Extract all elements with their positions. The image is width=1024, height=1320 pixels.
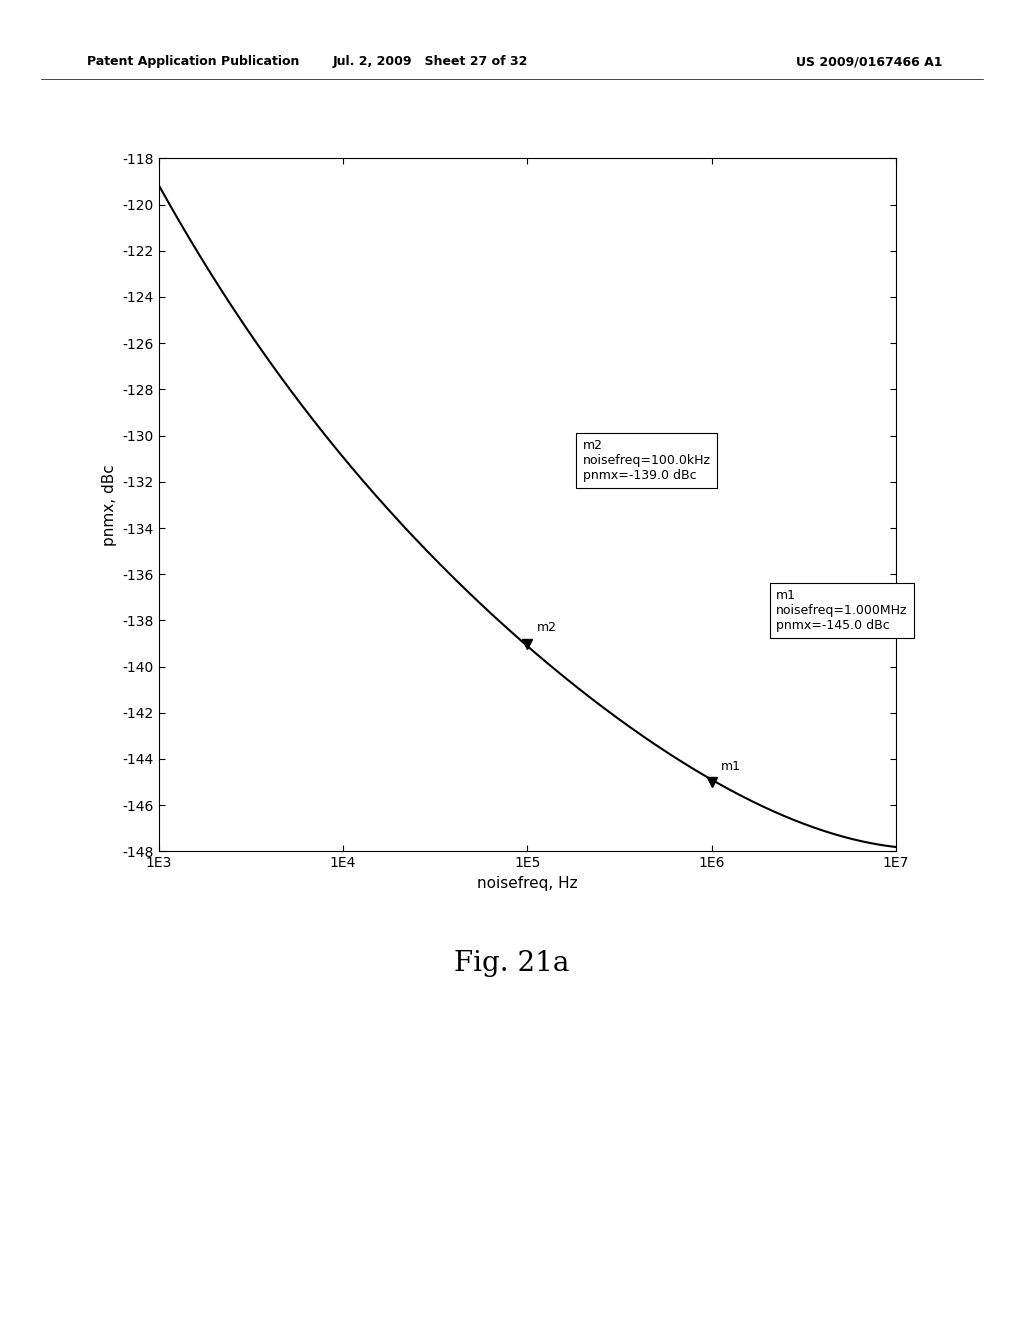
Text: Patent Application Publication: Patent Application Publication <box>87 55 299 69</box>
Text: m2: m2 <box>537 622 557 634</box>
Text: US 2009/0167466 A1: US 2009/0167466 A1 <box>796 55 942 69</box>
Text: Jul. 2, 2009   Sheet 27 of 32: Jul. 2, 2009 Sheet 27 of 32 <box>333 55 527 69</box>
Text: m1: m1 <box>721 760 741 774</box>
X-axis label: noisefreq, Hz: noisefreq, Hz <box>477 875 578 891</box>
Y-axis label: pnmx, dBc: pnmx, dBc <box>101 465 117 545</box>
Text: Fig. 21a: Fig. 21a <box>455 950 569 977</box>
Text: m2
noisefreq=100.0kHz
pnmx=-139.0 dBc: m2 noisefreq=100.0kHz pnmx=-139.0 dBc <box>583 438 711 482</box>
Text: m1
noisefreq=1.000MHz
pnmx=-145.0 dBc: m1 noisefreq=1.000MHz pnmx=-145.0 dBc <box>776 589 907 632</box>
